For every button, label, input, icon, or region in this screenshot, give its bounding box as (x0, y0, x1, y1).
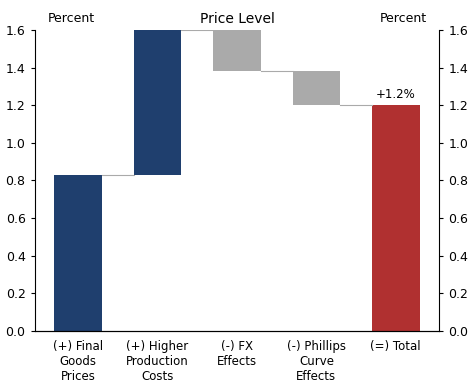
Bar (134, 30, 182, 175)
Text: Percent: Percent (380, 12, 427, 25)
Bar (292, 71, 340, 105)
Text: +1.2%: +1.2% (376, 88, 416, 102)
Bar (55, 175, 102, 331)
Bar (372, 105, 419, 331)
Text: Percent: Percent (47, 12, 94, 25)
Bar (213, 30, 261, 71)
Text: Price Level: Price Level (200, 12, 274, 26)
